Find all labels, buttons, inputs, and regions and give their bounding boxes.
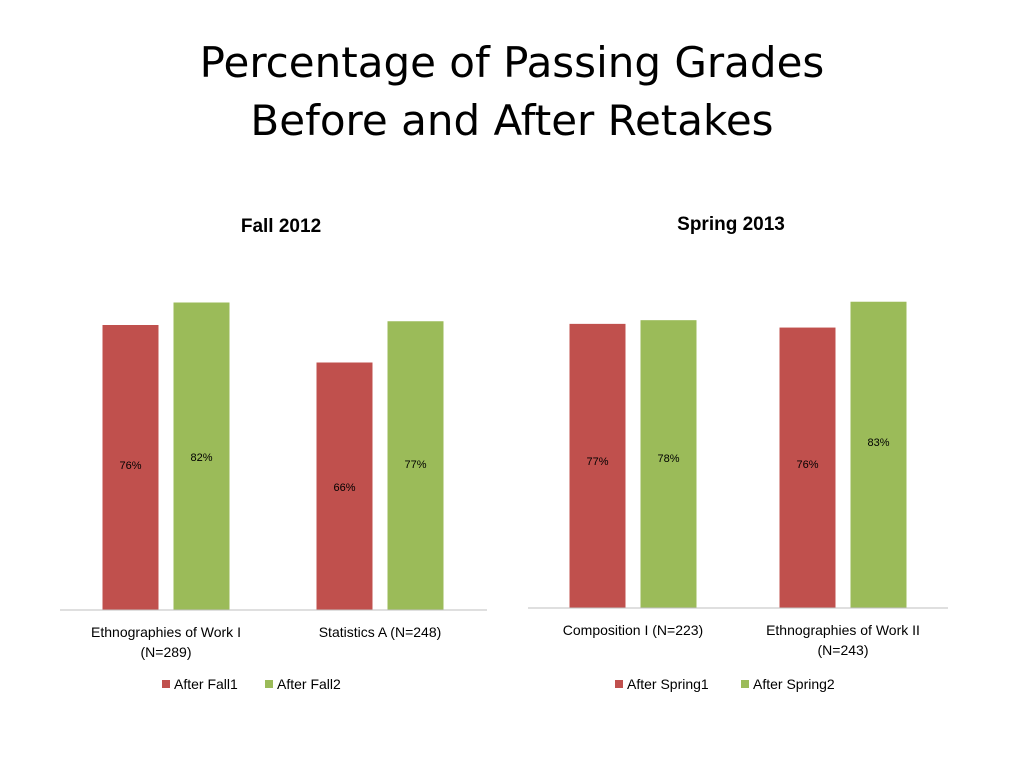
- category-label: Statistics A (N=248): [319, 624, 442, 640]
- data-label: 77%: [404, 459, 426, 471]
- category-label: (N=289): [141, 644, 192, 660]
- chart-title: Spring 2013: [677, 214, 785, 235]
- category-label: Composition I (N=223): [563, 622, 703, 638]
- legend-label: After Spring2: [753, 676, 835, 692]
- chart-1: Fall 2012 76% 82% Ethnographies of Work I (N…: [60, 216, 487, 692]
- chart-title: Fall 2012: [241, 216, 321, 237]
- bar-series1-1: [102, 325, 159, 610]
- category-label: Ethnographies of Work II: [766, 622, 920, 638]
- data-label: 82%: [190, 452, 212, 464]
- legend-swatch: [265, 680, 273, 688]
- bar-series2-1: [640, 320, 697, 608]
- slide-title-line-1: Percentage of Passing Grades: [199, 38, 825, 87]
- bar-series1-1: [569, 323, 626, 608]
- legend-swatch: [615, 680, 623, 688]
- legend-label: After Spring1: [627, 676, 709, 692]
- data-label: 78%: [657, 453, 679, 465]
- slide-title-line-2: Before and After Retakes: [250, 96, 774, 145]
- slide-title: Percentage of Passing Grades Before and …: [0, 34, 1024, 150]
- data-label: 83%: [867, 437, 889, 449]
- legend-swatch: [162, 680, 170, 688]
- data-label: 76%: [119, 460, 141, 472]
- bar-series1-2: [316, 362, 373, 610]
- data-label: 76%: [796, 459, 818, 471]
- data-label: 77%: [586, 456, 608, 468]
- category-label: Ethnographies of Work I: [91, 624, 241, 640]
- bar-series2-2: [850, 301, 907, 608]
- chart-2: Spring 2013 77% 78% Composition I (N=223) 76…: [528, 214, 948, 692]
- bar-series2-2: [387, 321, 444, 610]
- bar-series2-1: [173, 302, 230, 610]
- bar-series1-2: [779, 327, 836, 608]
- legend-swatch: [741, 680, 749, 688]
- legend-label: After Fall2: [277, 676, 341, 692]
- data-label: 66%: [333, 482, 355, 494]
- legend-label: After Fall1: [174, 676, 238, 692]
- category-label: (N=243): [818, 642, 869, 658]
